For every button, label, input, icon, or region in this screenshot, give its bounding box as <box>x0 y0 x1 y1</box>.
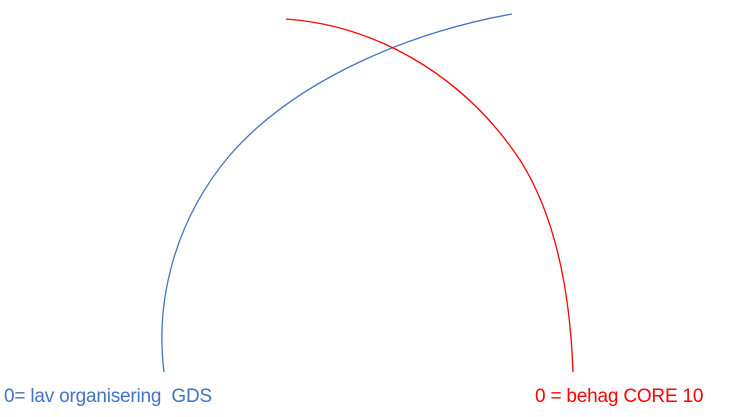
red-curve <box>285 18 574 373</box>
red-curve-label: 0 = behag CORE 10 <box>535 386 704 407</box>
blue-curve-label: 0= lav organisering GDS <box>4 386 213 407</box>
blue-curve <box>161 13 513 373</box>
